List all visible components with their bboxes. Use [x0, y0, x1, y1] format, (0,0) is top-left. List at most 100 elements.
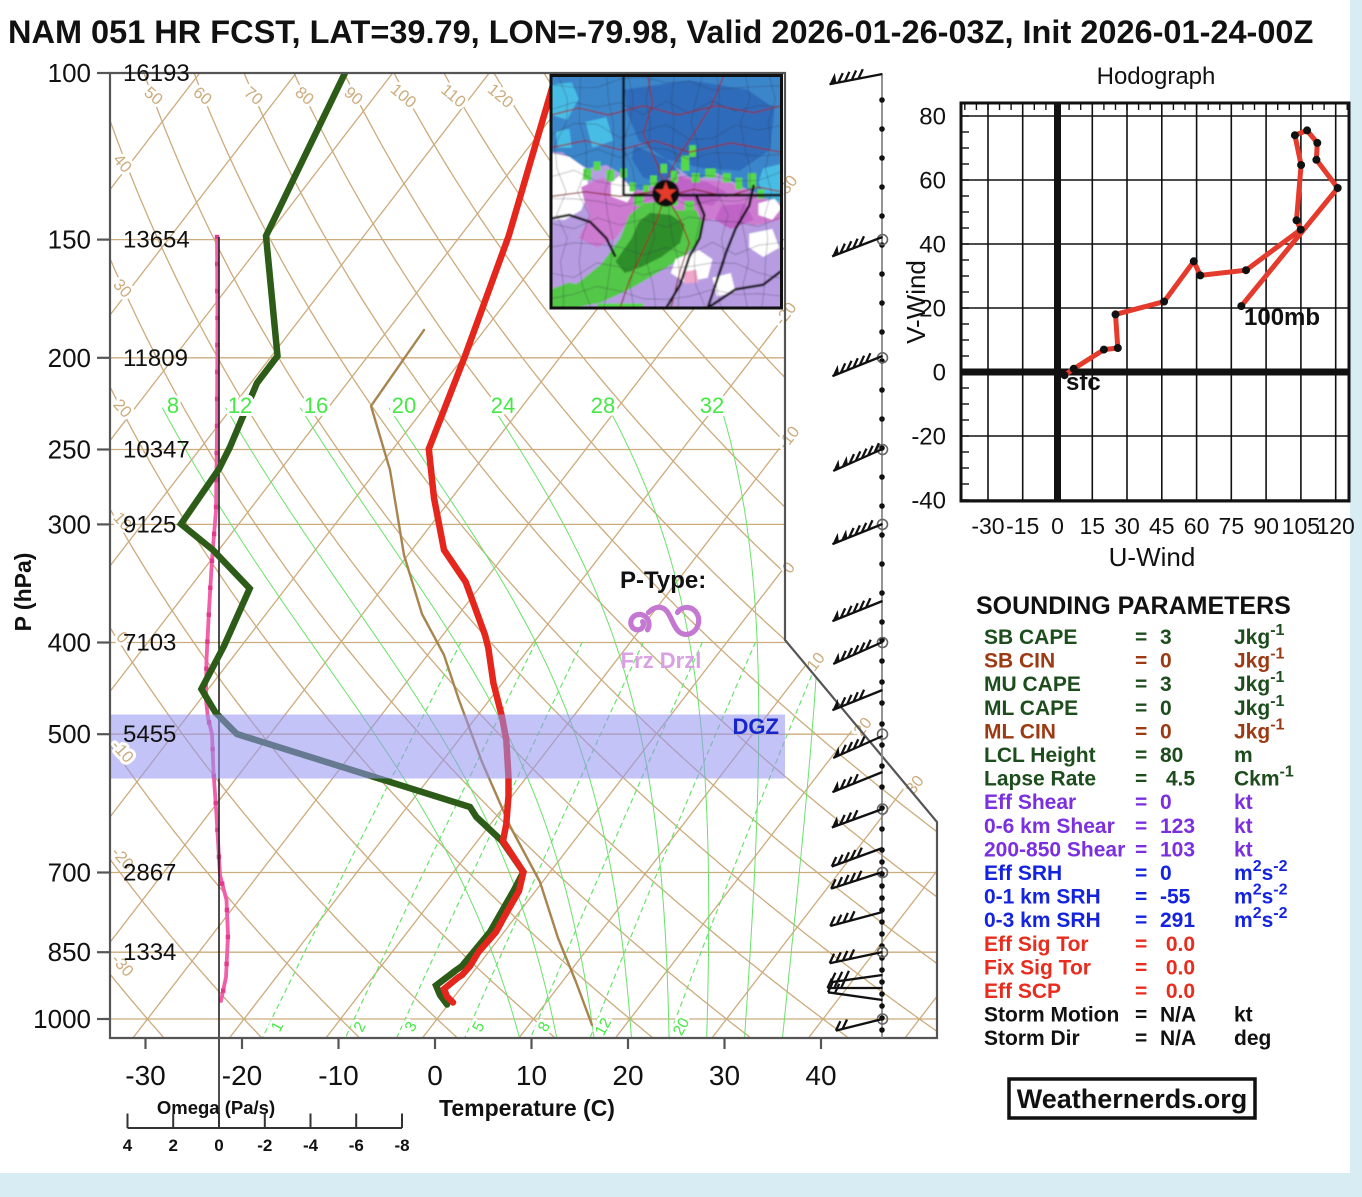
svg-text:30: 30: [709, 1060, 740, 1091]
svg-text:Fix Sig Tor: Fix Sig Tor: [984, 956, 1091, 979]
svg-text:60: 60: [1184, 513, 1210, 539]
svg-text:1000: 1000: [33, 1004, 91, 1034]
svg-text:200-850 Shear: 200-850 Shear: [984, 838, 1125, 861]
svg-text:105: 105: [1282, 513, 1320, 539]
svg-text:123: 123: [1160, 815, 1195, 838]
svg-text:-30: -30: [971, 513, 1004, 539]
svg-text:LCL Height: LCL Height: [984, 744, 1096, 767]
svg-text:103: 103: [1160, 838, 1195, 861]
svg-text:kt: kt: [1234, 815, 1253, 838]
svg-text:28: 28: [591, 393, 615, 418]
svg-text:40: 40: [805, 1060, 836, 1091]
svg-text:=: =: [1135, 720, 1147, 743]
svg-text:3: 3: [1160, 673, 1172, 696]
svg-text:0.0: 0.0: [1160, 933, 1195, 956]
svg-text:3: 3: [1160, 626, 1172, 649]
svg-text:=: =: [1135, 838, 1147, 861]
svg-text:-20: -20: [911, 424, 946, 451]
svg-text:0: 0: [933, 360, 946, 387]
svg-text:-10: -10: [318, 1060, 358, 1091]
svg-text:P-Type:: P-Type:: [620, 567, 706, 594]
svg-text:10: 10: [516, 1060, 547, 1091]
svg-text:45: 45: [1149, 513, 1175, 539]
svg-text:kt: kt: [1234, 838, 1253, 861]
svg-text:N/A: N/A: [1160, 1027, 1196, 1050]
svg-text:7103: 7103: [123, 630, 176, 657]
svg-text:-6: -6: [349, 1136, 364, 1155]
svg-text:Storm Motion: Storm Motion: [984, 1004, 1119, 1027]
svg-text:16: 16: [304, 393, 328, 418]
svg-text:=: =: [1135, 862, 1147, 885]
svg-text:Weathernerds.org: Weathernerds.org: [1017, 1084, 1248, 1114]
svg-text:ML CAPE: ML CAPE: [984, 697, 1078, 720]
svg-text:16193: 16193: [123, 60, 190, 87]
svg-text:-15: -15: [1006, 513, 1039, 539]
svg-text:30: 30: [1114, 513, 1140, 539]
svg-text:0-3 km SRH: 0-3 km SRH: [984, 909, 1101, 932]
svg-text:NAM 051 HR FCST, LAT=39.79, LO: NAM 051 HR FCST, LAT=39.79, LON=-79.98, …: [8, 14, 1313, 50]
svg-text:-40: -40: [911, 488, 946, 515]
svg-text:P (hPa): P (hPa): [10, 553, 36, 632]
svg-text:0.0: 0.0: [1160, 980, 1195, 1003]
svg-text:0: 0: [1160, 650, 1172, 673]
svg-text:deg: deg: [1234, 1027, 1271, 1050]
svg-text:Lapse Rate: Lapse Rate: [984, 768, 1096, 791]
svg-text:0: 0: [1160, 791, 1172, 814]
svg-text:0: 0: [214, 1136, 223, 1155]
svg-text:=: =: [1135, 744, 1147, 767]
svg-text:400: 400: [48, 628, 91, 658]
svg-text:kt: kt: [1234, 791, 1253, 814]
svg-text:ML CIN: ML CIN: [984, 720, 1056, 743]
svg-text:=: =: [1135, 768, 1147, 791]
svg-text:80: 80: [1160, 744, 1183, 767]
svg-text:Eff Shear: Eff Shear: [984, 791, 1076, 814]
svg-text:11809: 11809: [123, 345, 188, 372]
svg-text:20: 20: [392, 393, 416, 418]
svg-text:4.5: 4.5: [1160, 768, 1195, 791]
svg-text:1334: 1334: [123, 939, 176, 966]
svg-text:0-6 km Shear: 0-6 km Shear: [984, 815, 1115, 838]
svg-text:9125: 9125: [123, 511, 176, 538]
svg-text:15: 15: [1079, 513, 1105, 539]
svg-text:700: 700: [48, 857, 91, 887]
svg-text:=: =: [1135, 815, 1147, 838]
svg-text:24: 24: [491, 393, 515, 418]
svg-text:0: 0: [427, 1060, 443, 1091]
svg-text:Storm Dir: Storm Dir: [984, 1027, 1080, 1050]
svg-text:m: m: [1234, 744, 1253, 767]
svg-text:SB CAPE: SB CAPE: [984, 626, 1077, 649]
svg-text:-30: -30: [125, 1060, 165, 1091]
svg-text:500: 500: [48, 719, 91, 749]
svg-text:-4: -4: [303, 1136, 319, 1155]
svg-text:MU CAPE: MU CAPE: [984, 673, 1081, 696]
svg-text:=: =: [1135, 933, 1147, 956]
svg-text:100mb: 100mb: [1244, 304, 1320, 331]
svg-text:300: 300: [48, 509, 91, 539]
svg-text:Hodograph: Hodograph: [1097, 63, 1216, 90]
svg-text:0: 0: [1160, 862, 1172, 885]
svg-text:Frz Drzl: Frz Drzl: [621, 648, 702, 673]
svg-text:=: =: [1135, 909, 1147, 932]
svg-text:=: =: [1135, 673, 1147, 696]
svg-text:0: 0: [1160, 720, 1172, 743]
svg-text:Temperature (C): Temperature (C): [439, 1095, 615, 1121]
svg-text:=: =: [1135, 886, 1147, 909]
svg-text:13654: 13654: [123, 227, 190, 254]
svg-text:0-1 km SRH: 0-1 km SRH: [984, 886, 1101, 909]
svg-text:5455: 5455: [123, 721, 176, 748]
svg-text:850: 850: [48, 937, 91, 967]
svg-text:SOUNDING PARAMETERS: SOUNDING PARAMETERS: [976, 592, 1291, 620]
svg-text:250: 250: [48, 434, 91, 464]
svg-text:Eff SRH: Eff SRH: [984, 862, 1062, 885]
svg-text:=: =: [1135, 956, 1147, 979]
svg-text:40: 40: [919, 232, 946, 259]
svg-text:=: =: [1135, 791, 1147, 814]
svg-text:=: =: [1135, 1027, 1147, 1050]
svg-text:0: 0: [1051, 513, 1064, 539]
svg-text:32: 32: [700, 393, 724, 418]
svg-text:Eff SCP: Eff SCP: [984, 980, 1061, 1003]
svg-text:-2: -2: [257, 1136, 272, 1155]
svg-text:100: 100: [48, 58, 91, 88]
svg-text:=: =: [1135, 650, 1147, 673]
svg-text:200: 200: [48, 343, 91, 373]
